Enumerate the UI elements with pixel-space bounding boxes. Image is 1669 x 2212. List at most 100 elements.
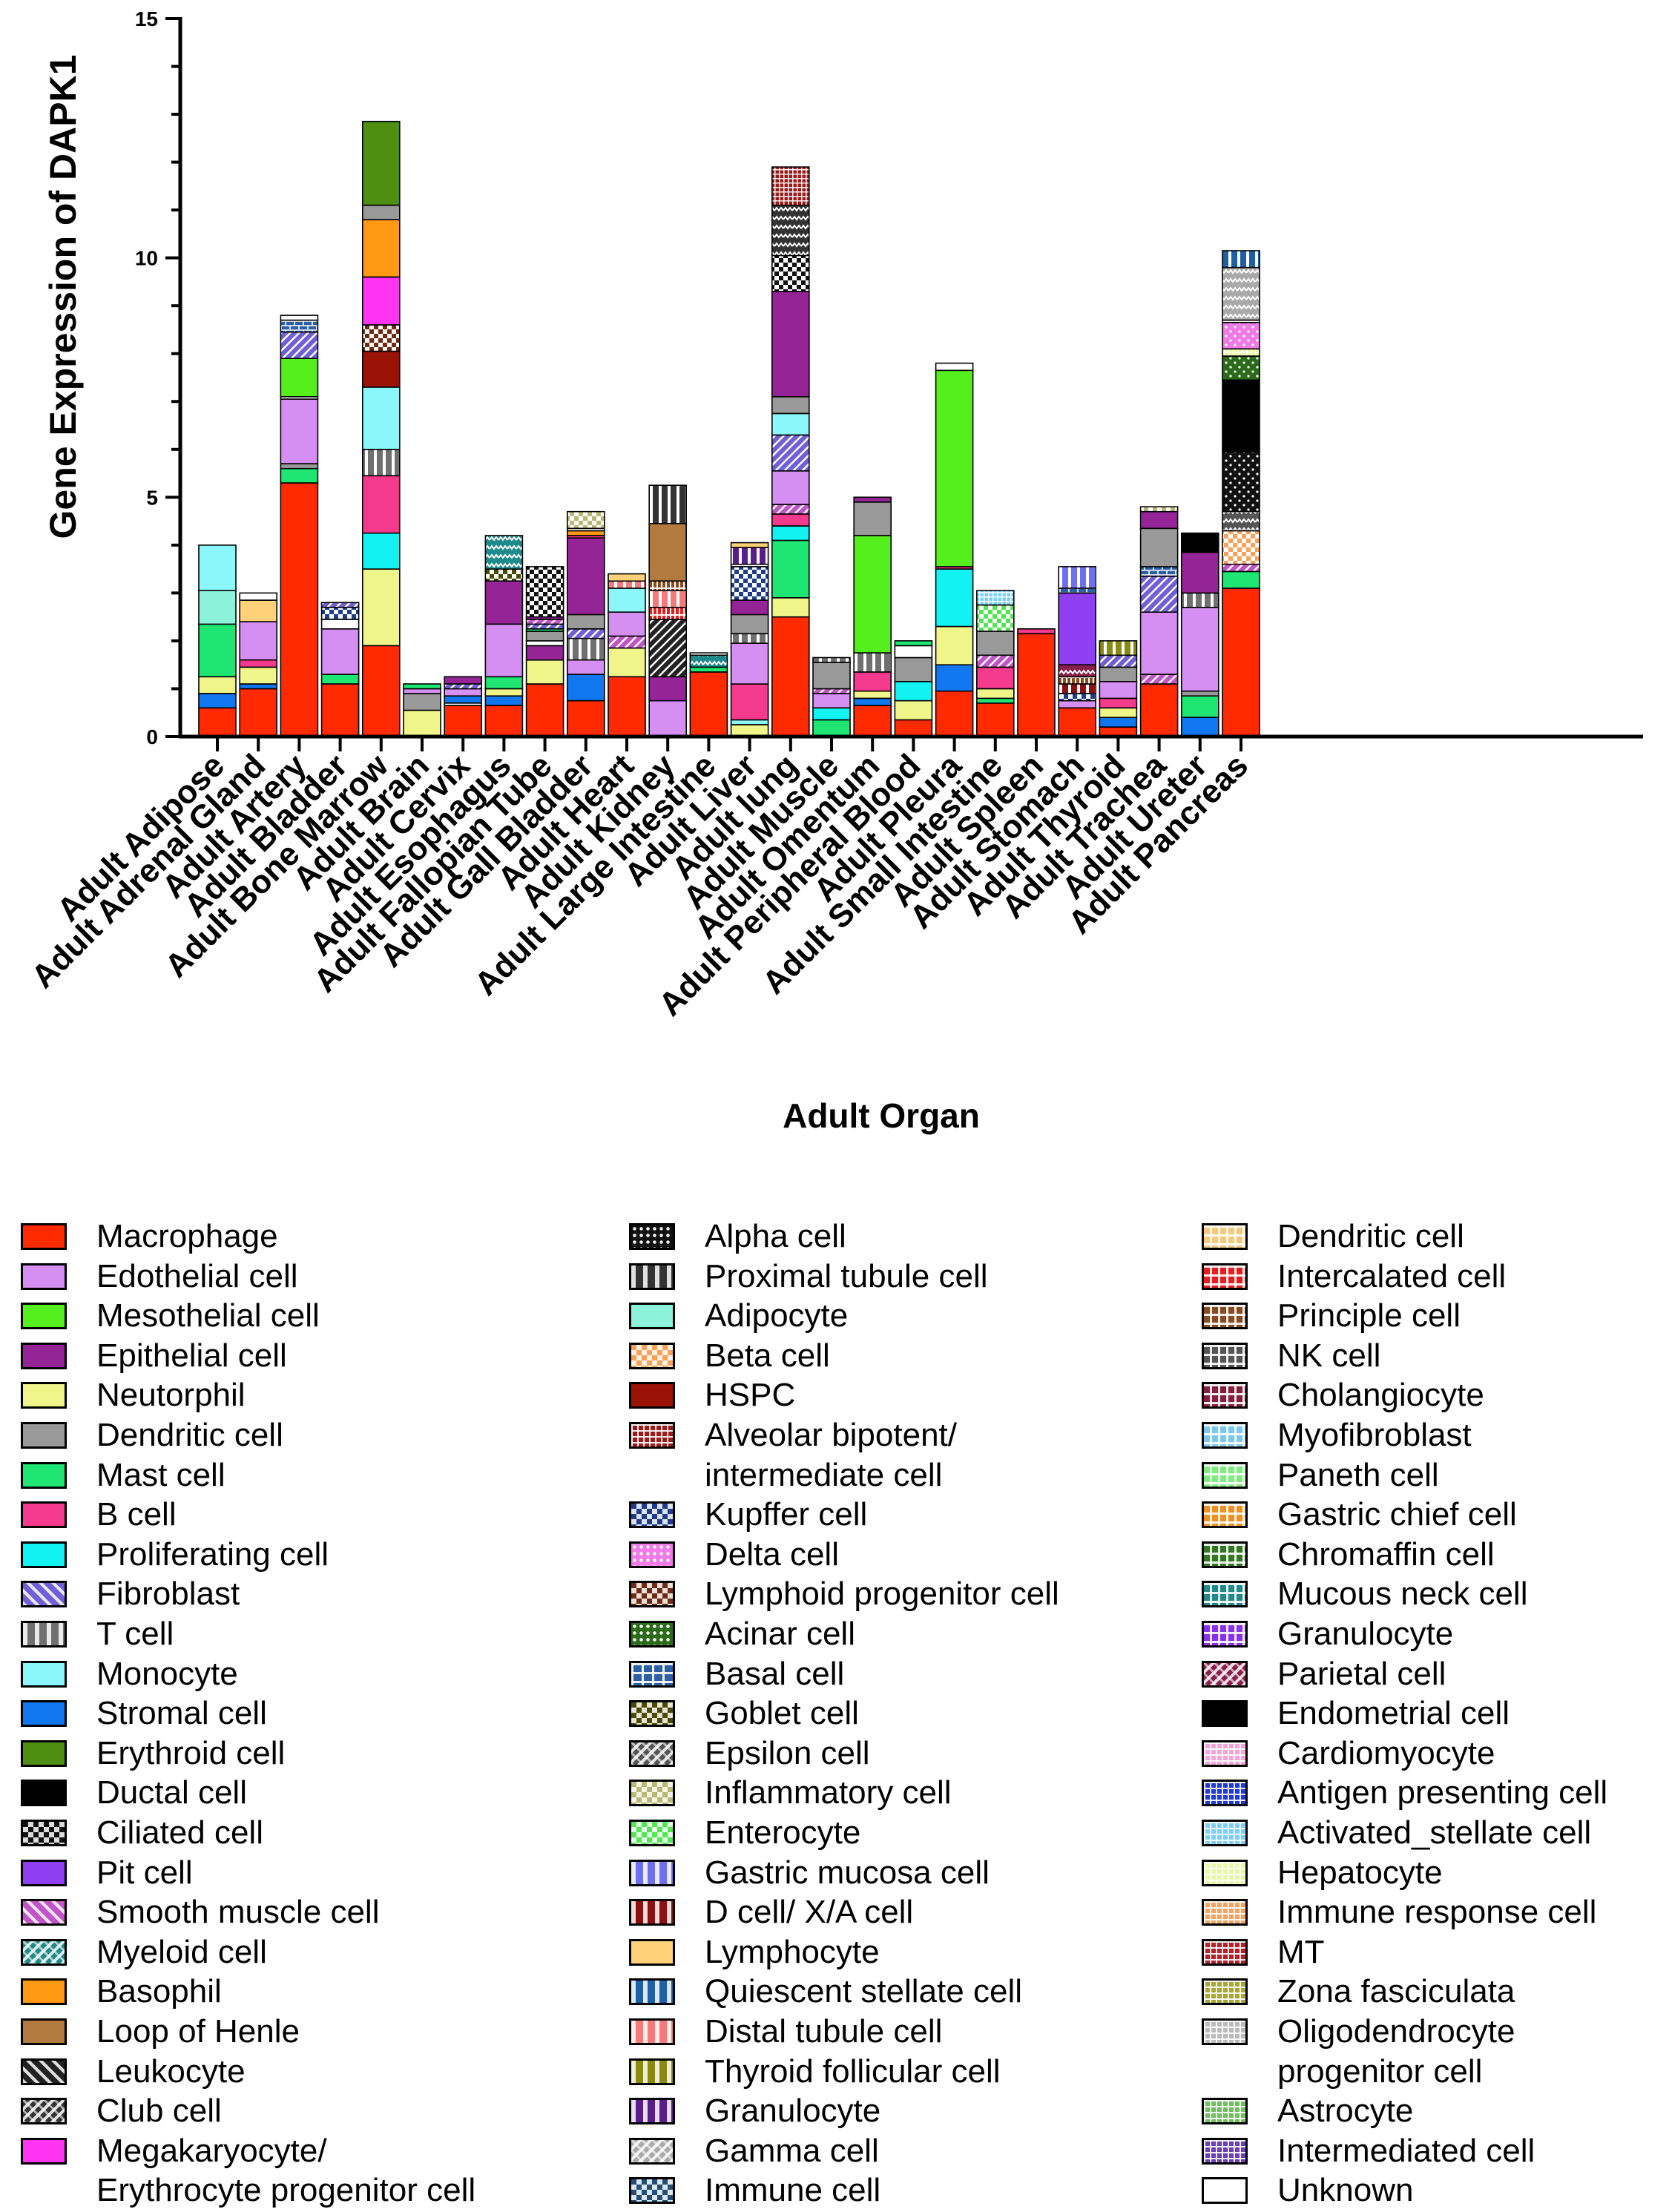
bar-segment [484, 568, 524, 582]
bar-segment [198, 707, 237, 737]
legend-item: Edothelial cell [21, 1258, 298, 1295]
legend-label: Gastric mucosa cell [705, 1854, 990, 1891]
bar-segment [361, 568, 401, 647]
bar-stack [280, 315, 319, 737]
legend-item: Distal tubule cell [629, 2013, 942, 2050]
bar-segment [608, 611, 646, 637]
legend-item: Oligodendrocyte [1202, 2013, 1515, 2050]
bar-segment [1139, 510, 1179, 530]
bar-segment [525, 683, 564, 737]
bar-segment [771, 412, 810, 436]
bar-stack [1222, 250, 1260, 737]
bar-stack [444, 676, 483, 737]
legend-label: Kupffer cell [705, 1496, 868, 1533]
bar-segment [648, 590, 688, 608]
legend-swatch [629, 2058, 675, 2085]
legend-label: Paneth cell [1277, 1456, 1439, 1493]
bar-segment [361, 448, 401, 477]
legend-swatch [1202, 1899, 1248, 1926]
bar-segment [1058, 693, 1096, 702]
bar-segment [444, 695, 483, 704]
legend-swatch [629, 1739, 675, 1767]
legend-label: T cell [96, 1616, 174, 1652]
legend-label: HSPC [705, 1377, 796, 1414]
bar-segment [1139, 575, 1179, 613]
legend-swatch [629, 1978, 675, 2006]
bar-segment [320, 674, 360, 685]
legend-swatch [1202, 2177, 1248, 2205]
bar-segment [730, 719, 769, 725]
bar-segment [812, 707, 851, 721]
bar-segment [894, 645, 933, 659]
bar-segment [239, 683, 278, 690]
bar-segment [444, 688, 483, 697]
bar-segment [689, 671, 728, 737]
legend-item: Cholangiocyte [1202, 1377, 1484, 1414]
bar-segment [403, 683, 441, 690]
bar-segment [525, 640, 564, 647]
legend-item: Epsilon cell [629, 1735, 870, 1772]
legend-item: Basophil [21, 1973, 222, 2010]
bar-segment [812, 719, 851, 737]
bar-stack [525, 566, 564, 737]
legend-label: Myeloid cell [96, 1933, 267, 1970]
bar-segment [648, 484, 688, 524]
legend-label: Dendritic cell [1277, 1218, 1464, 1254]
bar-segment [771, 597, 810, 618]
legend-label: Activated_stellate cell [1277, 1814, 1592, 1851]
bar-segment [1139, 566, 1179, 577]
legend-item: Pit cell [21, 1854, 193, 1892]
bar-segment [608, 647, 646, 678]
bar-segment [1222, 530, 1260, 565]
bar-segment [1058, 664, 1096, 678]
legend-label: Lymphoid progenitor cell [705, 1576, 1059, 1613]
legend-label: progenitor cell [1277, 2053, 1483, 2090]
legend-label: Immune response cell [1277, 1894, 1597, 1931]
bar-segment [730, 542, 769, 548]
bar-segment [403, 693, 441, 711]
legend-label: Gastric chief cell [1277, 1496, 1517, 1533]
legend-label: Neutorphil [96, 1377, 246, 1414]
bar-segment [239, 592, 278, 601]
legend-swatch [629, 1263, 675, 1290]
bar-segment [1058, 587, 1096, 594]
bar-stack [403, 683, 441, 737]
bar-segment [1222, 250, 1260, 269]
bar-segment [525, 566, 564, 618]
legend-swatch [21, 1303, 67, 1330]
legend-label: Ciliated cell [96, 1814, 263, 1851]
bar-segment [361, 532, 401, 570]
bar-segment [566, 659, 605, 675]
legend-swatch [21, 1780, 67, 1807]
bar-segment [1181, 690, 1219, 697]
legend-label: Inflammatory cell [705, 1774, 952, 1811]
bar-segment [361, 386, 401, 450]
legend-item: Macrophage [21, 1218, 278, 1255]
legend-label: Cholangiocyte [1277, 1377, 1484, 1414]
bar-segment [280, 482, 319, 737]
bar-segment [1139, 611, 1179, 675]
legend-swatch [21, 1820, 67, 1846]
bar-segment [689, 666, 728, 673]
legend-label: Basal cell [705, 1655, 845, 1692]
bar-stack [566, 510, 605, 737]
bar-segment [484, 580, 524, 625]
legend-swatch [1202, 1461, 1248, 1489]
legend-item: Adipocyte [629, 1297, 848, 1334]
legend-swatch [21, 1263, 67, 1290]
bar-segment [976, 631, 1015, 656]
bar-segment [730, 633, 769, 644]
legend-swatch [629, 1820, 675, 1846]
bar-segment [730, 566, 769, 601]
bar-segment [566, 700, 605, 737]
legend-swatch [1202, 1342, 1248, 1369]
bar-segment [280, 398, 319, 464]
bar-segment [566, 674, 605, 702]
bar-segment [812, 656, 851, 663]
bar-segment [198, 693, 237, 709]
legend-item: Mast cell [21, 1457, 226, 1494]
legend-swatch [629, 1780, 675, 1807]
bar-segment [894, 680, 933, 702]
bar-segment [566, 510, 605, 530]
